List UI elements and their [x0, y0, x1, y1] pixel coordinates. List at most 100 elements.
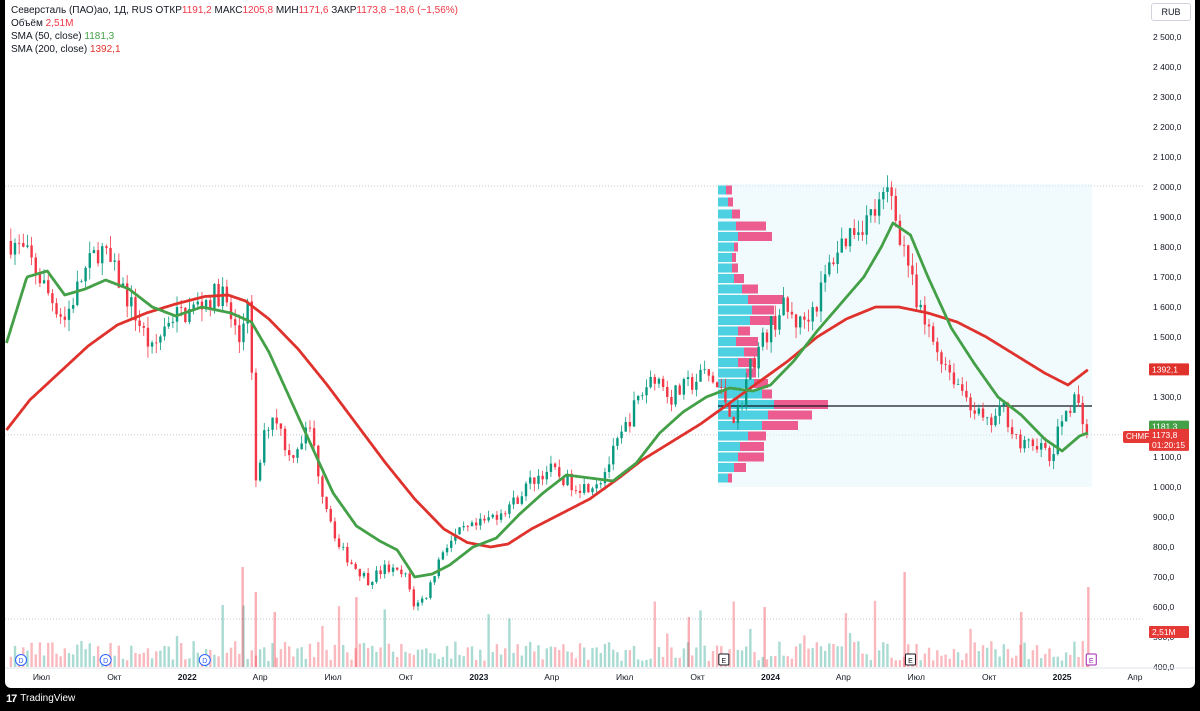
volume-bar: [994, 649, 997, 667]
candle: [931, 326, 935, 342]
volume-bar: [952, 649, 956, 667]
volume-bar: [790, 658, 794, 667]
candle: [63, 316, 67, 320]
candle: [371, 581, 374, 586]
candle: [836, 252, 839, 265]
volume-bar: [678, 657, 681, 667]
candle: [894, 195, 897, 221]
volume-bar: [765, 659, 769, 667]
volume-bar: [51, 642, 54, 667]
price-tick-label: 600,0: [1153, 602, 1175, 612]
legend-sma50-row[interactable]: SMA (50, close) 1181,3: [11, 30, 458, 43]
candle: [179, 307, 183, 308]
time-tick-label: 2024: [761, 672, 780, 682]
volume-bar: [844, 613, 848, 667]
volume-bar: [740, 650, 744, 667]
volume-bar: [745, 646, 748, 667]
candle: [537, 475, 540, 484]
currency-button[interactable]: RUB: [1151, 3, 1191, 21]
time-tick-label: Апр: [1128, 672, 1143, 682]
candle: [342, 546, 345, 548]
volume-bar: [487, 614, 490, 667]
volume-bar: [512, 652, 515, 667]
volume-profile-down: [774, 400, 828, 409]
volume-bar: [749, 628, 752, 667]
price-tick-label: 2 000,0: [1153, 182, 1182, 192]
volume-bar: [9, 656, 13, 667]
volume-bar: [287, 646, 291, 667]
candle: [26, 245, 29, 247]
candle: [1085, 424, 1089, 435]
sma200-value: 1392,1: [89, 44, 121, 55]
volume-profile-down: [738, 358, 756, 367]
volume-bar: [184, 659, 187, 667]
volume-bar: [524, 645, 528, 667]
legend-symbol-row[interactable]: Северсталь (ПАО)ао, 1Д, RUS ОТКР1191,2 М…: [11, 4, 458, 17]
volume-bar: [819, 646, 823, 667]
candle: [574, 490, 578, 492]
volume-profile-up: [718, 242, 734, 252]
candle: [55, 303, 58, 315]
candle: [649, 377, 652, 388]
candle: [51, 293, 54, 304]
candle: [977, 408, 981, 414]
volume-bar: [312, 657, 316, 667]
moving-averages: [5, 221, 1089, 579]
volume-profile-down: [762, 389, 772, 399]
volume-bar: [275, 657, 278, 667]
candle: [828, 262, 831, 275]
volume-profile-up: [718, 221, 736, 231]
close-value: 1173,8: [356, 5, 387, 16]
chart-panel[interactable]: 2 500,0 2 400,0 2 300,0 2 200,0 2 100,0 2 000…: [5, 0, 1195, 688]
volume-bar: [541, 659, 544, 667]
volume-bar: [761, 656, 765, 667]
volume-bar: [67, 653, 71, 667]
volume-bar: [346, 652, 349, 667]
volume-bar: [350, 659, 353, 667]
candle: [769, 316, 773, 343]
volume-bar: [63, 648, 67, 667]
candle: [96, 250, 100, 264]
volume-profile-up: [718, 379, 754, 388]
candle: [1052, 454, 1055, 462]
time-tick-label: Апр: [253, 672, 268, 682]
candle: [109, 247, 112, 262]
candle: [329, 509, 332, 522]
volume-profile-up: [718, 337, 736, 346]
sma200-axis-label: 1392,1: [1152, 364, 1178, 374]
volume-profile-up: [718, 473, 728, 483]
volume-bar: [495, 644, 499, 667]
time-tick-label: 2023: [469, 672, 488, 682]
symbol-name[interactable]: Северсталь (ПАО)ао, 1Д, RUS: [11, 5, 153, 16]
volume-bar: [944, 654, 947, 667]
candle: [728, 402, 731, 417]
candle: [774, 316, 777, 330]
price-chart[interactable]: 2 500,0 2 400,0 2 300,0 2 200,0 2 100,0 2 000…: [5, 0, 1195, 688]
volume-spike: [687, 617, 691, 667]
volume-bar: [799, 643, 802, 667]
volume-bar: [354, 648, 357, 667]
volume-bar: [769, 656, 773, 667]
candle: [981, 408, 985, 418]
time-tick-label: Окт: [399, 672, 413, 682]
candle: [101, 246, 104, 264]
legend-volume-row[interactable]: Объём 2,51M: [11, 17, 458, 30]
candle: [720, 387, 723, 389]
candle: [47, 280, 50, 294]
volume-profile-up: [718, 410, 768, 420]
candle: [163, 326, 166, 337]
volume-bar: [217, 656, 220, 667]
legend-sma200-row[interactable]: SMA (200, close) 1392,1: [11, 43, 458, 56]
volume-bar: [965, 653, 968, 667]
candle: [919, 304, 922, 308]
volume-bar: [300, 647, 303, 667]
tradingview-logo[interactable]: 17 TradingView: [6, 692, 75, 706]
price-tick-label: 2 500,0: [1153, 32, 1182, 42]
volume-bar: [616, 652, 619, 667]
volume-bar: [1023, 642, 1026, 667]
candle: [524, 483, 528, 497]
volume-bar: [433, 653, 436, 667]
candle: [998, 405, 1001, 416]
time-tick-label: 2025: [1053, 672, 1072, 682]
